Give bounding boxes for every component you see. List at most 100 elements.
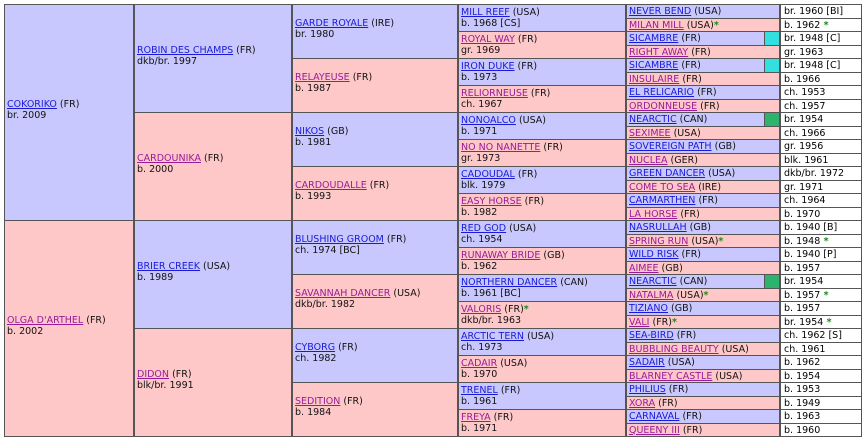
horse-country: (GB) [661,262,683,274]
horse-name-link[interactable]: RELIORNEUSE [461,88,528,99]
horse-info: b. 1968 [CS] [461,18,521,29]
horse-info: b. 1981 [295,137,332,148]
horse-info-text: b. 1940 [P] [784,249,837,260]
horse-info: br. 1980 [295,29,335,40]
horse-name-link[interactable]: CARDOUNIKA [137,153,201,164]
horse-name-link[interactable]: CARNAVAL [629,411,680,422]
horse-name-link[interactable]: CADAIR [461,358,498,369]
horse-name-link[interactable]: PHILIUS [629,384,666,395]
horse-name-link[interactable]: TIZIANO [629,303,668,314]
horse-name-link[interactable]: LA HORSE [629,208,678,220]
horse-name-line: BLARNEY CASTLE (USA) [629,371,779,382]
horse-info-text: b. 1948 [784,235,821,247]
horse-name-link[interactable]: SEXIMEE [629,127,671,139]
horse-name-link[interactable]: BLUSHING GROOM [295,234,384,245]
horse-name-link[interactable]: SADAIR [629,357,665,368]
horse-name-link[interactable]: ORDONNEUSE [629,100,698,112]
pedigree-cell: GARDE ROYALE (IRE) br. 1980 [292,4,458,59]
horse-name-link[interactable]: SICAMBRE [629,60,679,71]
horse-country: (FR) [668,384,689,395]
horse-name-link[interactable]: ARCTIC TERN [461,331,525,342]
horse-country: (USA) [686,19,714,31]
horse-name-link[interactable]: SICAMBRE [629,33,679,44]
horse-name-link[interactable]: COKORIKO [7,99,57,110]
horse-name-link[interactable]: IRON DUKE [461,61,515,72]
horse-name-line: ROYAL WAY (FR) [461,34,625,45]
horse-name-link[interactable]: ROBIN DES CHAMPS [137,45,234,56]
horse-country: (FR) [369,180,390,191]
horse-name-link[interactable]: GREEN DANCER [629,168,706,179]
horse-name-link[interactable]: CARDOUDALLE [295,180,367,191]
horse-name-link[interactable]: SPRING RUN [629,235,689,247]
horse-name-link[interactable]: XORA [629,397,656,409]
horse-name-link[interactable]: NASRULLAH [629,222,687,233]
horse-name-link[interactable]: BLARNEY CASTLE [629,370,713,382]
horse-name-link[interactable]: NUCLEA [629,154,668,166]
horse-info-text: b. 1949 [784,397,821,409]
horse-name-link[interactable]: INSULAIRE [629,73,680,85]
horse-name-link[interactable]: NEARCTIC [629,276,677,287]
horse-name-link[interactable]: NORTHERN DANCER [461,277,558,288]
pedigree-cell: NATALMA (USA)* [626,287,780,302]
horse-name-link[interactable]: AIMEE [629,262,659,274]
horse-info: br. 1960 [BI] [780,4,862,19]
horse-name-link[interactable]: NEVER BEND [629,6,692,17]
pedigree-cell: ORDONNEUSE (FR) [626,98,780,113]
horse-name-link[interactable]: FREYA [461,412,491,423]
horse-name-link[interactable]: DIDON [137,369,170,380]
horse-name-link[interactable]: VALORIS [461,304,502,315]
horse-name-link[interactable]: GARDE ROYALE [295,18,369,29]
horse-name-link[interactable]: VALI [629,316,650,328]
horse-name-link[interactable]: EL RELICARIO [629,87,695,98]
horse-info: ch. 1957 [780,98,862,113]
horse-name-link[interactable]: OLGA D'ARTHEL [7,315,84,326]
horse-info-text: b. 1962 [784,19,821,31]
horse-info: gr. 1963 [780,44,862,59]
horse-name-line: NEARCTIC (CAN) [629,276,779,287]
horse-name-link[interactable]: ROYAL WAY [461,34,515,45]
horse-name-link[interactable]: RELAYEUSE [295,72,350,83]
horse-name-line: SEXIMEE (USA) [629,128,779,139]
horse-info-text: ch. 1962 [S] [784,330,842,341]
horse-name-link[interactable]: NO NO NANETTE [461,142,541,153]
horse-name-link[interactable]: COME TO SEA [629,181,696,193]
horse-info: b. 1984 [295,407,332,418]
horse-name-link[interactable]: TRENEL [461,385,498,396]
horse-info-text: br. 1954 [784,316,824,328]
color-swatch [764,274,780,289]
horse-name-link[interactable]: MILL REEF [461,7,510,18]
horse-country: (USA) [518,115,547,126]
horse-name-link[interactable]: SAVANNAH DANCER [295,288,391,299]
horse-name-link[interactable]: NATALMA [629,289,674,301]
horse-name-link[interactable]: RUNAWAY BRIDE [461,250,541,261]
horse-name-link[interactable]: SEDITION [295,396,341,407]
horse-name-link[interactable]: RIGHT AWAY [629,46,689,58]
horse-info: b. 2000 [137,164,174,175]
horse-name-link[interactable]: NONOALCO [461,115,516,126]
horse-name-line: BRIER CREEK (USA) [137,261,291,272]
horse-country: (FR) [543,142,563,153]
pedigree-cell: WILD RISK (FR) [626,247,780,262]
horse-name-link[interactable]: QUEENY III [629,424,680,436]
horse-name-link[interactable]: NIKOS [295,126,325,137]
horse-name-link[interactable]: WILD RISK [629,249,679,260]
horse-name-link[interactable]: BRIER CREEK [137,261,201,272]
horse-name-link[interactable]: SEA-BIRD [629,330,674,341]
horse-info-text: b. 1953 [784,384,821,395]
horse-info: br. 1954 [780,112,862,127]
pedigree-cell: CARDOUNIKA (FR) b. 2000 [134,112,292,221]
horse-country: (FR) [652,316,672,328]
horse-name-link[interactable]: RED GOD [461,223,507,234]
horse-name-link[interactable]: CARMARTHEN [629,195,696,206]
horse-name-link[interactable]: BUBBLING BEAUTY [629,343,719,355]
horse-name-link[interactable]: CADOUDAL [461,169,515,180]
pedigree-cell: SEDITION (FR) b. 1984 [292,382,458,437]
horse-name-link[interactable]: CYBORG [295,342,336,353]
horse-name-line: CARDOUNIKA (FR) [137,153,291,164]
pedigree-cell: NUCLEA (GER) [626,152,780,167]
horse-name-link[interactable]: EASY HORSE [461,196,522,207]
horse-name-link[interactable]: SOVEREIGN PATH [629,141,712,152]
horse-name-link[interactable]: NEARCTIC [629,114,677,125]
horse-info: b. 1973 [461,72,498,83]
horse-name-link[interactable]: MILAN MILL [629,19,684,31]
